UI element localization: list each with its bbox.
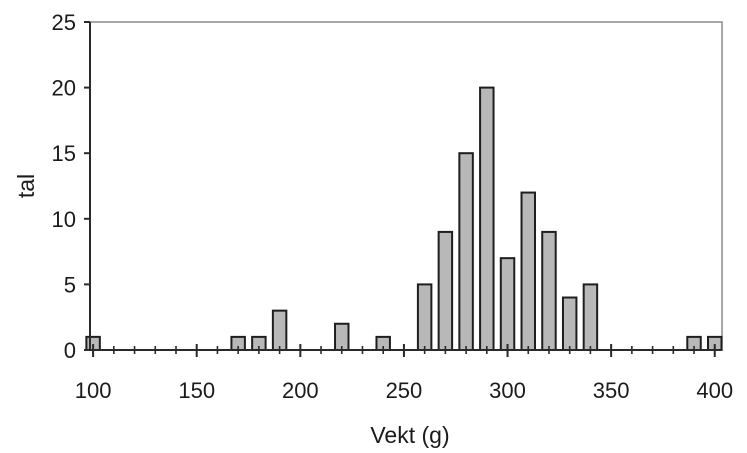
x-tick-label-150: 150 [178, 378, 215, 403]
x-tick-label-100: 100 [75, 378, 112, 403]
y-tick-label-20: 20 [52, 76, 76, 101]
y-axis-title: tal [13, 174, 39, 198]
bar-290 [479, 86, 495, 351]
x-tick-label-200: 200 [282, 378, 319, 403]
bar-310 [520, 191, 536, 351]
x-tick-label-400: 400 [696, 378, 733, 403]
bar-270 [437, 230, 454, 351]
bar-190 [271, 309, 288, 352]
bar-330 [561, 296, 578, 351]
y-tick-label-5: 5 [64, 272, 76, 297]
bar-280 [458, 152, 474, 351]
x-axis-title: Vekt (g) [370, 422, 449, 448]
plot-frame [89, 21, 723, 351]
y-ticks-layer: 0 5 10 15 20 25 [52, 10, 90, 363]
y-tick-label-10: 10 [52, 207, 76, 232]
bar-320 [541, 230, 557, 351]
x-tick-label-250: 250 [386, 378, 423, 403]
y-tick-label-25: 25 [52, 10, 76, 35]
y-tick-label-0: 0 [64, 338, 76, 363]
x-tick-label-300: 300 [489, 378, 526, 403]
bar-260 [416, 283, 433, 351]
bar-300 [499, 257, 516, 351]
y-tick-label-15: 15 [52, 141, 76, 166]
x-tick-label-350: 350 [593, 378, 630, 403]
bar-340 [582, 283, 599, 351]
x-ticks-layer: 100 150 200 250 300 350 400 [75, 344, 733, 403]
